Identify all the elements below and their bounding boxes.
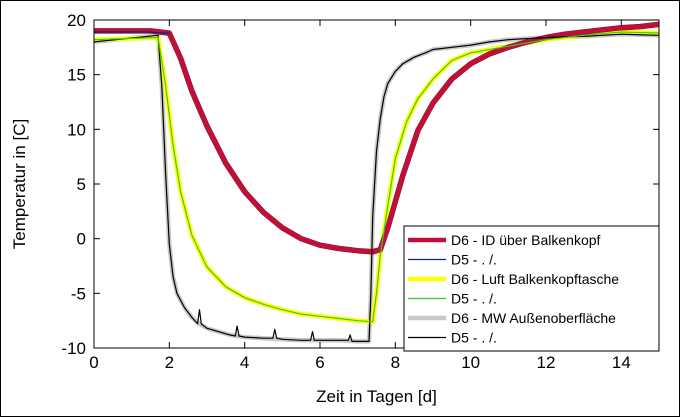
y-axis-label: Temperatur in [C] [10,119,29,249]
y-tick-label: -10 [61,339,86,358]
y-tick-label: 0 [77,230,86,249]
x-tick-label: 8 [391,353,400,372]
y-tick-label: 10 [67,120,86,139]
legend-label: D6 - ID über Balkenkopf [451,232,601,248]
x-tick-label: 14 [612,353,631,372]
series-line-3 [94,31,659,323]
x-tick-label: 12 [537,353,556,372]
x-axis-label: Zeit in Tagen [d] [316,387,437,406]
legend-label: D6 - MW Außenoberfläche [451,310,616,326]
x-tick-label: 0 [89,353,98,372]
plot-lines [94,21,659,344]
axis-ticks: 0 2 4 6 8 10 12 14 -10 -5 0 5 10 15 20 [61,11,659,372]
x-tick-label: 4 [240,353,249,372]
series-line-5 [94,33,659,342]
legend-label: D5 - . /. [451,252,497,268]
y-tick-label: -5 [71,284,86,303]
series-line-0 [94,22,659,255]
x-tick-label: 2 [165,353,174,372]
series-line-1 [94,31,170,34]
y-tick-label: 20 [67,11,86,30]
legend-box [403,225,660,352]
x-tick-label: 6 [315,353,324,372]
legend: D6 - ID über Balkenkopf D5 - . /. D6 - Luf… [403,225,660,352]
legend-label: D5 - . /. [451,330,497,346]
y-tick-label: 15 [67,66,86,85]
x-tick-label: 10 [461,353,480,372]
legend-label: D6 - Luft Balkenkopftasche [451,271,619,287]
legend-label: D5 - . /. [451,291,497,307]
y-tick-label: 5 [77,175,86,194]
